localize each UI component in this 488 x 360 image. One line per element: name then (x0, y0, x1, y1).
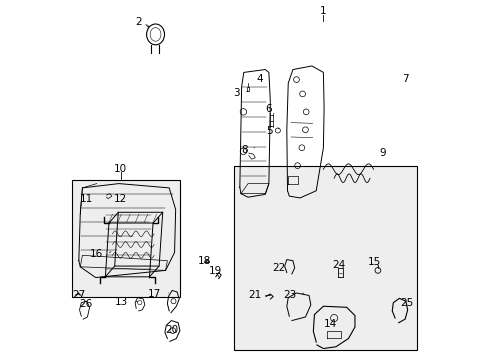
Text: 23: 23 (283, 291, 296, 301)
Text: 2: 2 (135, 17, 142, 27)
Text: 14: 14 (323, 319, 337, 329)
Text: 19: 19 (208, 266, 221, 276)
Text: 25: 25 (399, 298, 412, 308)
Text: 15: 15 (367, 257, 380, 267)
Text: 21: 21 (248, 291, 261, 301)
Text: 17: 17 (148, 289, 161, 299)
Text: 8: 8 (241, 144, 247, 154)
Bar (72, 180, 180, 297)
Text: 6: 6 (265, 104, 272, 114)
Ellipse shape (150, 28, 161, 41)
Text: 11: 11 (80, 194, 93, 204)
Text: 20: 20 (165, 325, 178, 335)
Bar (233, 166, 416, 350)
Text: 24: 24 (331, 260, 345, 270)
Text: 13: 13 (115, 297, 128, 307)
Ellipse shape (146, 24, 164, 45)
Text: 26: 26 (79, 299, 92, 309)
Text: 10: 10 (114, 164, 127, 174)
Text: 16: 16 (89, 248, 102, 258)
Text: 5: 5 (266, 126, 273, 135)
Text: 27: 27 (72, 291, 85, 301)
Text: 9: 9 (379, 148, 385, 158)
Text: 22: 22 (272, 263, 285, 273)
Text: 12: 12 (114, 194, 127, 204)
Text: 3: 3 (233, 88, 240, 98)
Text: 7: 7 (401, 74, 407, 84)
Text: 4: 4 (256, 74, 263, 84)
Text: 18: 18 (197, 256, 210, 266)
Text: 1: 1 (320, 6, 326, 16)
